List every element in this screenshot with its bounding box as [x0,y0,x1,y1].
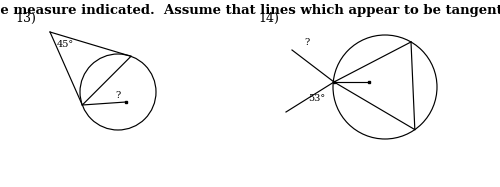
Text: 45°: 45° [57,40,74,49]
Text: 13): 13) [15,12,36,25]
Text: 14): 14) [258,12,279,25]
Text: Find the angle measure indicated.  Assume that lines which appear to be tangent : Find the angle measure indicated. Assume… [0,4,500,17]
Text: 53°: 53° [308,94,325,103]
Text: ?: ? [304,38,310,47]
Text: ?: ? [116,91,120,100]
